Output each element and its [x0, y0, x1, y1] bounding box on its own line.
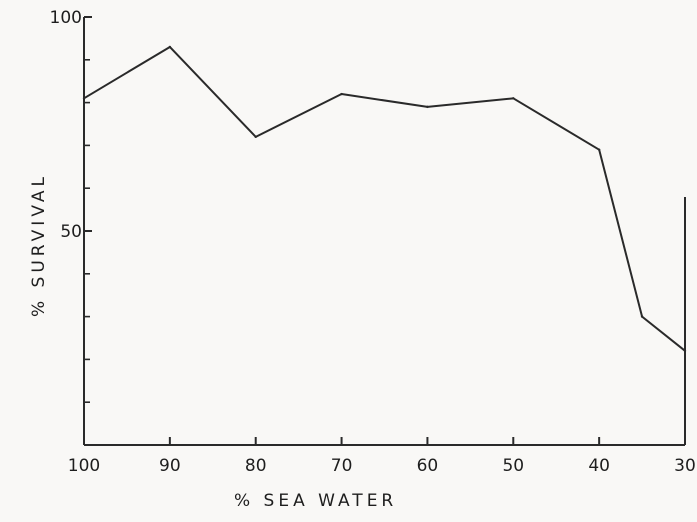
- data-point: [640, 315, 644, 318]
- ticks: [83, 16, 686, 445]
- data-point: [254, 135, 257, 139]
- x-tick-label: 100: [68, 456, 100, 476]
- x-tick-label: 60: [417, 456, 439, 476]
- y-axis-title: % SURVIVAL: [29, 173, 49, 317]
- data-point: [168, 45, 172, 49]
- data-point: [340, 92, 343, 96]
- x-tick-label: 40: [588, 456, 610, 476]
- x-tick-label: 90: [159, 456, 181, 476]
- x-axis-title: % SEA WATER: [234, 491, 397, 511]
- y-tick-label: 100: [50, 8, 82, 28]
- series-line: [83, 45, 686, 352]
- x-tick-label: 80: [245, 456, 267, 476]
- axes: [83, 17, 686, 446]
- tick-labels: 100 90 80 70 60 50 40 30 50 100: [50, 8, 696, 476]
- x-tick-label: 30: [674, 456, 696, 476]
- data-point: [597, 148, 601, 151]
- data-point: [82, 97, 86, 100]
- x-tick-label: 70: [331, 456, 353, 476]
- series-layer: [82, 45, 687, 353]
- y-tick-label: 50: [60, 222, 82, 242]
- data-point: [426, 105, 429, 109]
- data-point: [683, 349, 687, 353]
- x-tick-label: 50: [502, 456, 524, 476]
- data-point: [512, 97, 515, 100]
